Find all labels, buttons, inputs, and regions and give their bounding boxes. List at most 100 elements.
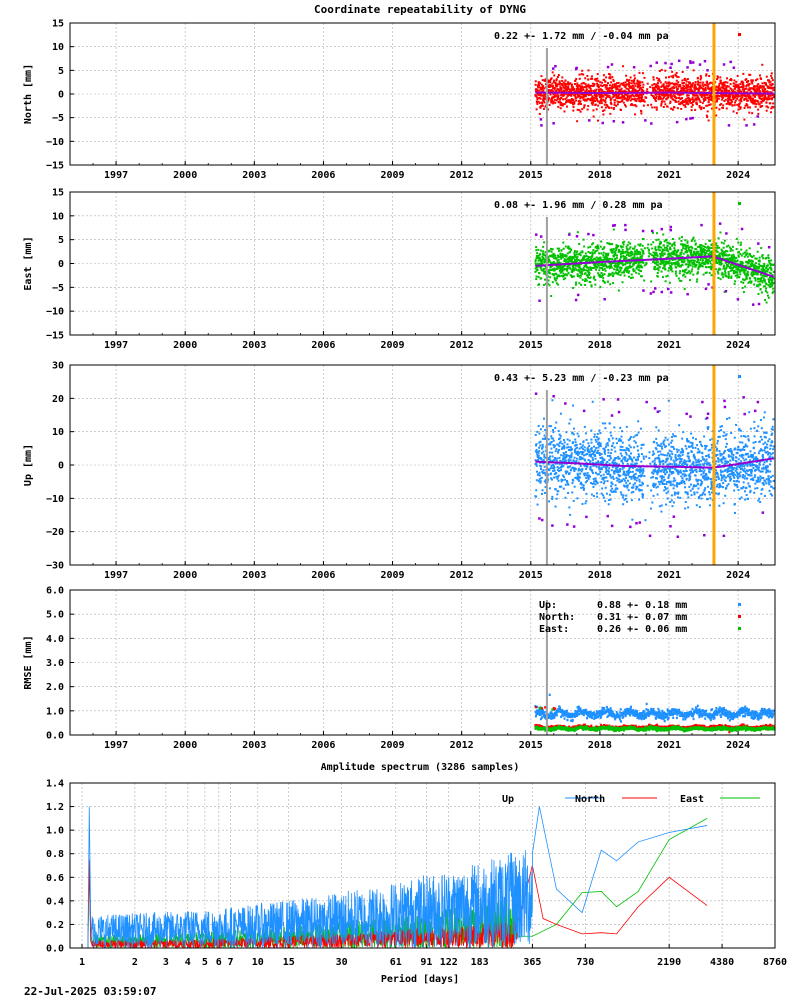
north-point	[728, 98, 731, 101]
up-point	[557, 479, 560, 482]
east-point	[640, 275, 643, 278]
north-point	[587, 83, 590, 86]
east-point	[547, 279, 550, 282]
up-point	[563, 447, 566, 450]
east-point	[720, 248, 723, 251]
up-point	[619, 445, 622, 448]
east-point	[696, 245, 699, 248]
up-point	[570, 468, 573, 471]
east-point	[564, 245, 567, 248]
east-point	[566, 252, 569, 255]
north-outlier	[621, 121, 625, 124]
north-point	[696, 76, 699, 79]
north-point	[646, 104, 649, 107]
up-point	[582, 454, 585, 457]
east-point	[604, 269, 607, 272]
north-point	[626, 97, 629, 100]
north-point	[593, 78, 596, 81]
east-point	[617, 289, 620, 292]
east-point	[679, 265, 682, 268]
north-point	[745, 78, 748, 81]
north-point	[573, 83, 576, 86]
east-point	[722, 273, 725, 276]
east-point	[717, 272, 720, 275]
east-point	[694, 265, 697, 268]
east-point	[652, 261, 655, 264]
north-point	[741, 88, 744, 91]
east-point	[767, 296, 770, 299]
north-point	[760, 101, 763, 104]
up-point	[535, 463, 538, 466]
east-point	[635, 271, 638, 274]
east-point	[716, 244, 719, 247]
north-point	[635, 105, 638, 108]
east-point	[739, 266, 742, 269]
north-point	[766, 90, 769, 93]
east-point	[761, 254, 764, 257]
north-panel	[69, 22, 776, 166]
north-point	[771, 98, 774, 101]
east-point	[717, 268, 720, 271]
north-point	[537, 82, 540, 85]
east-point	[604, 262, 607, 265]
up-point	[624, 459, 627, 462]
east-point	[769, 262, 772, 265]
east-outlier	[736, 298, 740, 301]
east-point	[566, 269, 569, 272]
east-point	[767, 268, 770, 271]
east-point	[768, 281, 771, 284]
north-point	[638, 71, 641, 74]
east-point	[584, 252, 587, 255]
north-point	[738, 89, 741, 92]
north-point	[691, 83, 694, 86]
north-point	[594, 89, 597, 92]
north-point	[557, 94, 560, 97]
north-point	[725, 107, 728, 110]
east-point	[716, 262, 719, 265]
east-point	[682, 269, 685, 272]
north-point	[566, 99, 569, 102]
up-point	[579, 472, 582, 475]
east-point	[697, 250, 700, 253]
north-outlier	[685, 117, 688, 121]
east-point	[571, 271, 574, 274]
north-point	[556, 83, 559, 86]
north-point	[592, 90, 595, 93]
up-point	[550, 447, 553, 450]
north-point	[756, 78, 759, 81]
east-point	[544, 260, 547, 263]
north-point	[553, 79, 556, 82]
north-point	[652, 76, 655, 79]
east-point	[728, 246, 731, 249]
up-point	[564, 496, 567, 499]
east-point	[547, 256, 550, 259]
east-point	[560, 256, 563, 259]
east-point	[738, 250, 741, 253]
north-point	[746, 81, 749, 84]
north-point	[694, 108, 697, 111]
east-point	[607, 280, 610, 283]
east-point	[684, 247, 687, 250]
north-point	[730, 100, 733, 103]
north-point	[742, 84, 745, 87]
up-point	[608, 439, 611, 442]
east-point	[760, 276, 763, 279]
east-point	[763, 278, 766, 281]
north-point	[636, 93, 639, 96]
up-point	[537, 473, 540, 476]
east-point	[737, 241, 740, 244]
north-outlier	[698, 63, 702, 66]
east-point	[594, 257, 597, 260]
east-point	[541, 262, 544, 265]
east-point	[629, 246, 632, 249]
east-point	[605, 264, 608, 267]
east-point	[694, 242, 697, 245]
north-point	[721, 106, 724, 109]
north-point	[569, 101, 572, 104]
up-point	[626, 460, 629, 463]
up-point	[550, 437, 553, 440]
up-point	[601, 459, 604, 462]
up-point	[608, 462, 611, 465]
north-point	[628, 79, 631, 82]
